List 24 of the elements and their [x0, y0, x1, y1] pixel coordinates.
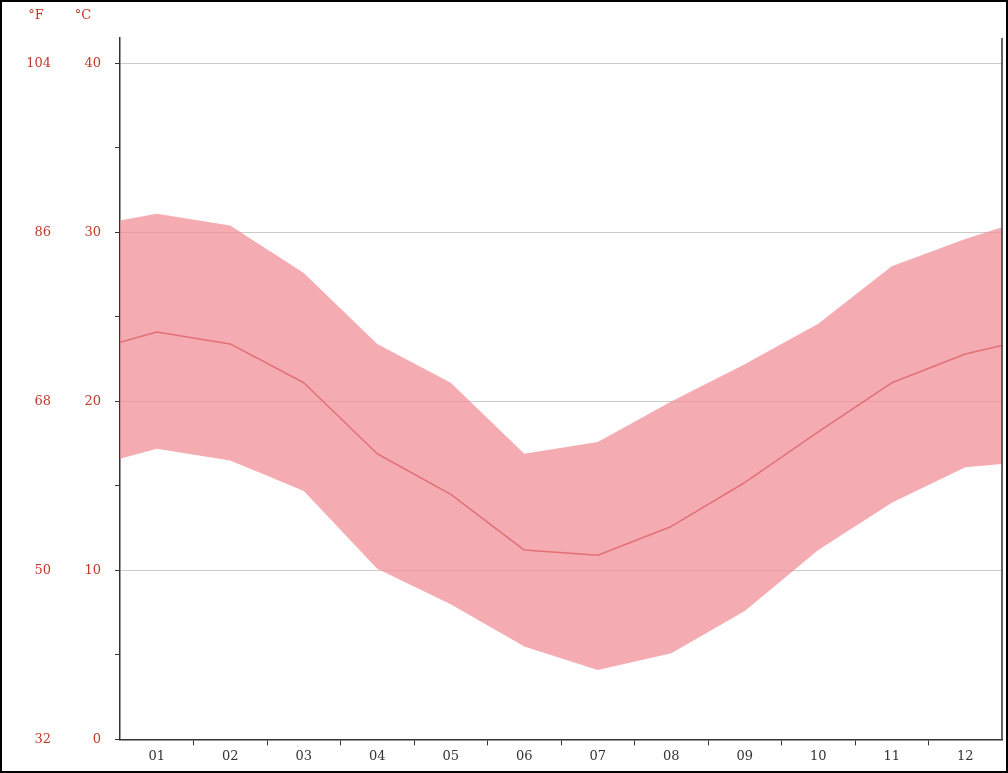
y-axis-title: °C	[74, 7, 92, 23]
y-tick-label: 30	[84, 223, 101, 239]
y2-tick-label: 86	[34, 223, 51, 239]
y2-tick-label: 104	[26, 54, 51, 70]
x-tick-label: 06	[515, 747, 533, 763]
x-tick-label: 02	[221, 747, 239, 763]
y-tick-label: 40	[84, 54, 101, 70]
y-tick-label: 20	[84, 392, 101, 408]
x-tick-label: 09	[736, 747, 754, 763]
x-tick-label: 05	[442, 747, 460, 763]
x-tick-label: 12	[956, 747, 974, 763]
y-tick-label: 10	[84, 561, 101, 577]
x-tick-label: 08	[662, 747, 680, 763]
y-tick-label: 0	[92, 730, 101, 746]
y2-tick-label: 68	[34, 392, 51, 408]
x-tick-label: 11	[883, 747, 901, 763]
y2-axis-title: °F	[28, 7, 44, 23]
x-tick-label: 07	[589, 747, 607, 763]
x-tick-label: 01	[148, 747, 166, 763]
y2-tick-label: 32	[34, 730, 51, 746]
x-tick-label: 10	[809, 747, 827, 763]
x-tick-label: 03	[295, 747, 313, 763]
y2-tick-label: 50	[34, 561, 51, 577]
x-tick-label: 04	[368, 747, 386, 763]
